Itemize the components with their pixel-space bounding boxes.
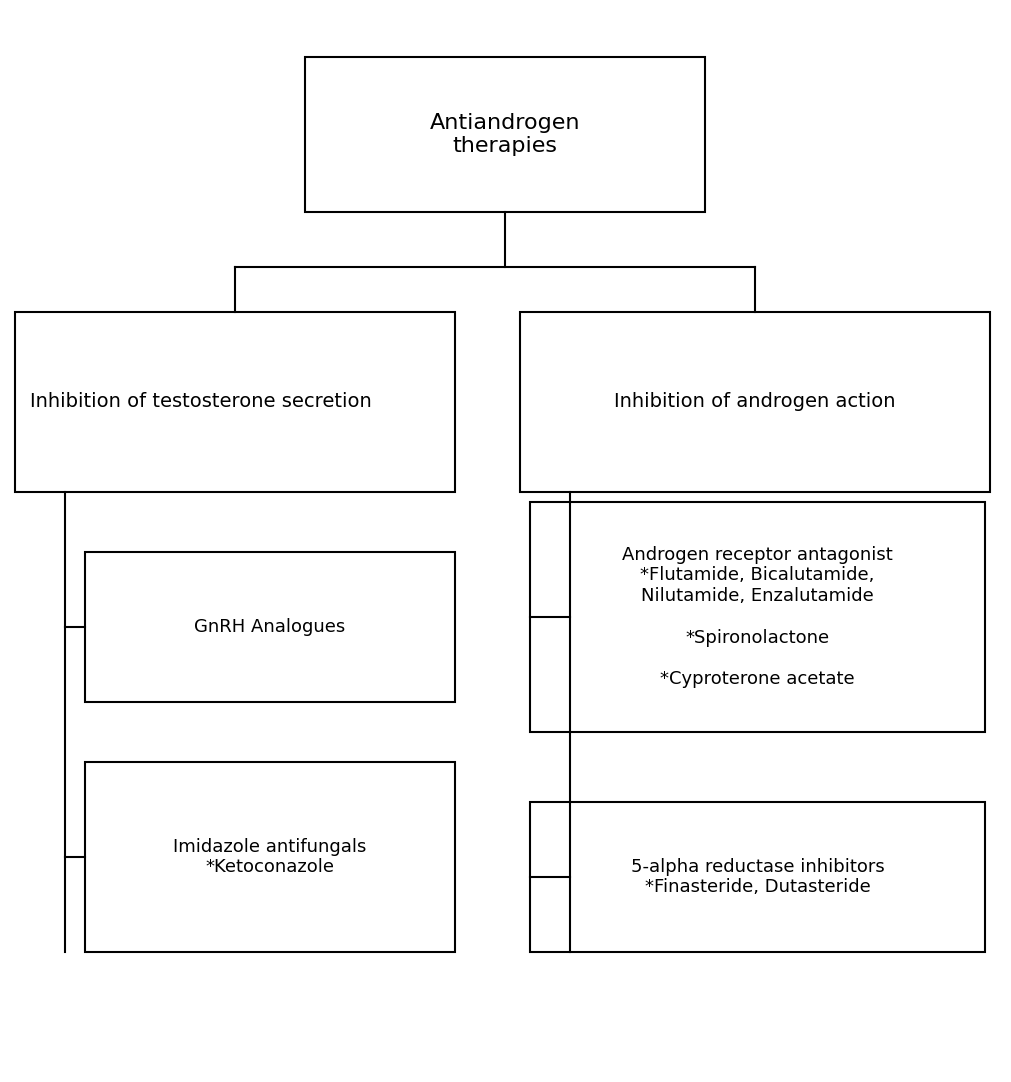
- Text: 5-alpha reductase inhibitors
*Finasteride, Dutasteride: 5-alpha reductase inhibitors *Finasterid…: [631, 858, 885, 896]
- FancyBboxPatch shape: [305, 57, 705, 212]
- FancyBboxPatch shape: [85, 762, 455, 952]
- FancyBboxPatch shape: [85, 552, 455, 702]
- Text: Inhibition of testosterone secretion: Inhibition of testosterone secretion: [30, 393, 372, 411]
- Text: Imidazole antifungals
*Ketoconazole: Imidazole antifungals *Ketoconazole: [173, 837, 367, 876]
- FancyBboxPatch shape: [520, 312, 990, 492]
- FancyBboxPatch shape: [530, 802, 985, 952]
- Text: Inhibition of androgen action: Inhibition of androgen action: [615, 393, 896, 411]
- FancyBboxPatch shape: [15, 312, 455, 492]
- Text: Androgen receptor antagonist
*Flutamide, Bicalutamide,
Nilutamide, Enzalutamide
: Androgen receptor antagonist *Flutamide,…: [622, 545, 893, 688]
- Text: Antiandrogen
therapies: Antiandrogen therapies: [430, 113, 580, 156]
- FancyBboxPatch shape: [530, 502, 985, 733]
- Text: GnRH Analogues: GnRH Analogues: [194, 618, 346, 636]
